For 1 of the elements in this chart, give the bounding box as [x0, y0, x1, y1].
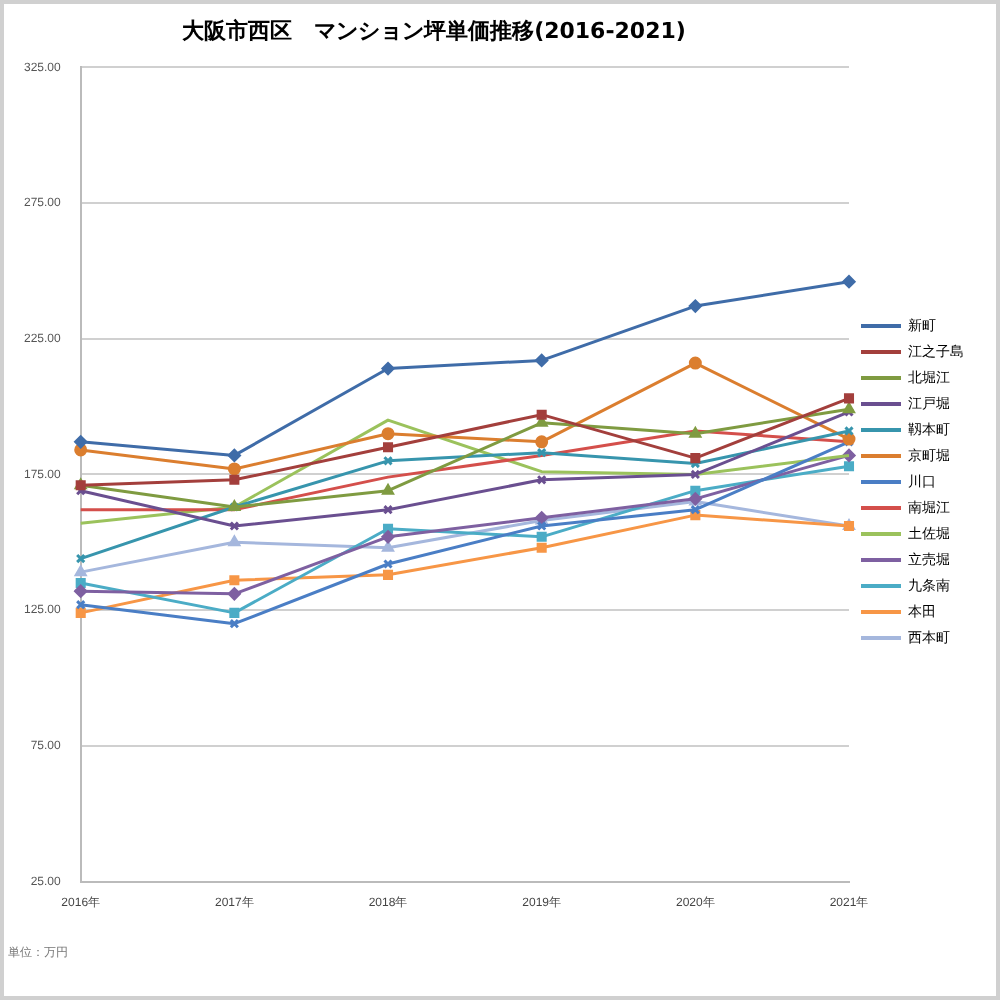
chart-title: 大阪市西区 マンション坪単価推移(2016-2021) [180, 16, 688, 46]
